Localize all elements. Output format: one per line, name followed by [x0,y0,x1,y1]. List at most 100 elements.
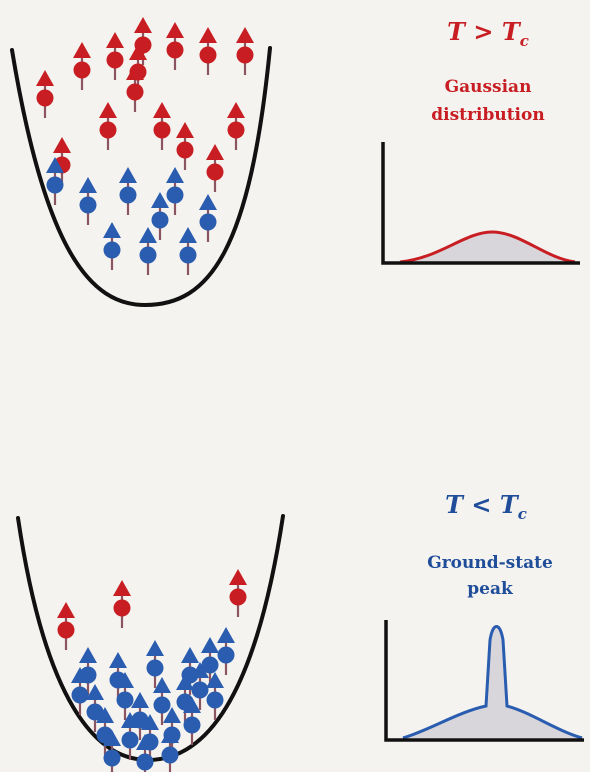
temp-symbol: T [445,490,465,519]
spin-arrow-icon [191,662,209,678]
spin-particle-condensed [103,730,121,772]
particle-ball [199,46,217,64]
particle-ball [106,51,124,69]
distribution-label-top-line2: distribution [431,105,544,125]
particle-ball [183,716,201,734]
spin-particle-condensed [146,640,164,688]
spin-arrow-icon [217,627,235,643]
spin-arrow-icon [99,102,117,118]
spin-arrow-icon [136,734,154,750]
spin-arrow-icon [57,602,75,618]
particle-ball [166,186,184,204]
particle-ball [199,213,217,231]
spin-arrow-icon [96,707,114,723]
spin-arrow-icon [126,64,144,80]
spin-arrow-icon [161,727,179,743]
distribution-plot-top [381,142,580,265]
spin-particle-thermal [206,144,224,192]
particle-ball [71,686,89,704]
temp-operator: < [463,490,500,519]
spin-particle-condensed [153,677,171,725]
spin-particle-condensed [183,697,201,745]
particle-ball [136,753,154,771]
spin-particle-condensed [121,712,139,760]
particle-ball [176,141,194,159]
spin-arrow-icon [119,167,137,183]
spin-arrow-icon [106,32,124,48]
particle-ball [179,246,197,264]
particle-ball [166,41,184,59]
spin-particle-condensed [217,627,235,675]
spin-arrow-icon [134,17,152,33]
spin-arrow-icon [46,157,64,173]
spin-arrow-icon [73,42,91,58]
spin-arrow-icon [139,227,157,243]
spin-particle-thermal [99,102,117,150]
temperature-label-top: T > Tc [447,17,529,50]
spin-arrow-icon [71,667,89,683]
spin-arrow-icon [103,730,121,746]
panel-above-tc: T > Tc Gaussian distribution [10,17,580,308]
spin-arrow-icon [79,647,97,663]
spin-particle-thermal [73,42,91,90]
particle-ball [57,621,75,639]
temp-subscript: c [518,505,527,523]
spin-arrow-icon [151,192,169,208]
spin-arrow-icon [116,672,134,688]
particle-ball [139,246,157,264]
particle-ball [191,681,209,699]
spin-arrow-icon [146,640,164,656]
particle-ball [153,121,171,139]
distribution-label-bottom-line2: peak [467,579,514,599]
spin-arrow-icon [121,712,139,728]
particle-ball [227,121,245,139]
particle-ball [153,696,171,714]
spin-arrow-icon [113,580,131,596]
peaked-fill [403,626,582,738]
spin-particle-thermal [176,122,194,170]
potential-well-top [10,46,272,308]
temp-symbol-critical: T [500,490,520,519]
spin-particle-thermal [229,569,247,617]
spin-particle-thermal [57,602,75,650]
distribution-label-top-line1: Gaussian [445,77,532,97]
spin-arrow-icon [141,714,159,730]
particles-top [36,17,254,275]
spin-particle-condensed [206,672,224,720]
spin-particle-condensed [116,672,134,720]
spin-arrow-icon [229,569,247,585]
spin-arrow-icon [166,22,184,38]
spin-arrow-icon [86,684,104,700]
spin-arrow-icon [199,27,217,43]
particle-ball [103,749,121,767]
particle-ball [151,211,169,229]
spin-particle-thermal [227,102,245,150]
gaussian-curve [399,230,576,264]
particle-ball [146,659,164,677]
particle-ball [113,599,131,617]
spin-particle-thermal [36,70,54,118]
temp-subscript: c [520,32,529,50]
spin-particle-condensed [191,662,209,710]
peaked-curve [402,625,583,740]
spin-arrow-icon [131,692,149,708]
spin-particle-condensed [46,157,64,205]
particle-ball [217,646,235,664]
spin-particle-condensed [71,667,89,715]
particle-ball [206,691,224,709]
spin-particle-condensed [201,637,219,685]
spin-arrow-icon [181,647,199,663]
plot-axes-bottom [384,620,584,742]
particle-ball [36,89,54,107]
spin-particle-condensed [151,192,169,240]
particle-ball [229,588,247,606]
distribution-plot-bottom [384,620,584,742]
gaussian-fill [400,232,575,262]
spin-particle-condensed [119,167,137,215]
spin-arrow-icon [199,194,217,210]
spin-arrow-icon [236,27,254,43]
temp-symbol: T [447,17,467,46]
particle-ball [46,176,64,194]
spin-arrow-icon [129,44,147,60]
particle-ball [161,746,179,764]
